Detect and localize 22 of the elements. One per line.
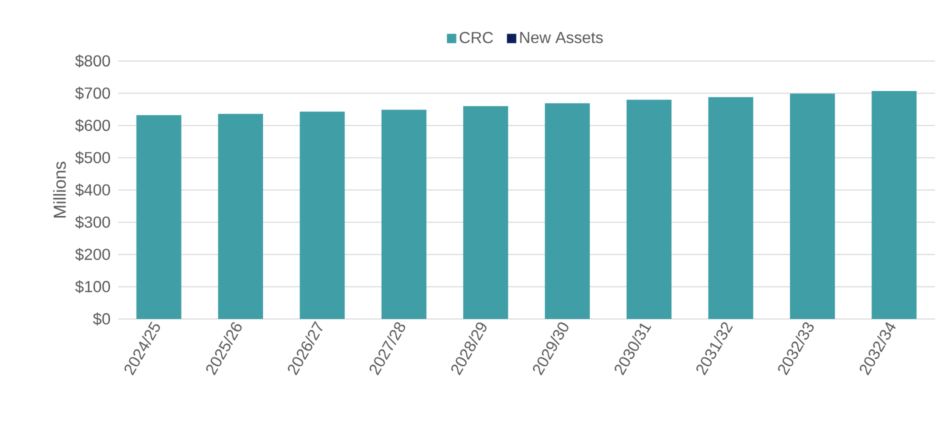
bar: [544, 103, 590, 319]
y-tick-label: $600: [75, 119, 110, 132]
bar: [790, 94, 835, 319]
y-axis-title: Millions: [53, 162, 66, 218]
y-tick-label: $700: [75, 86, 110, 100]
y-tick-label: $100: [75, 280, 110, 294]
bar: [872, 90, 917, 319]
y-tick-label: $500: [75, 151, 110, 164]
bar: [463, 106, 508, 319]
bar: [300, 112, 345, 319]
bar: [708, 97, 754, 319]
y-tick-label: $300: [75, 216, 110, 229]
bar: [381, 110, 426, 319]
y-tick-label: $200: [75, 248, 110, 261]
legend-label: CRC: [460, 32, 493, 44]
y-tick-label: $0: [93, 312, 110, 326]
bar: [626, 100, 672, 319]
y-tick-label: $400: [75, 184, 110, 196]
y-tick-label: $800: [75, 54, 110, 68]
bar: [136, 115, 182, 319]
bar: [218, 114, 264, 319]
legend-label: New Assets: [520, 32, 603, 44]
